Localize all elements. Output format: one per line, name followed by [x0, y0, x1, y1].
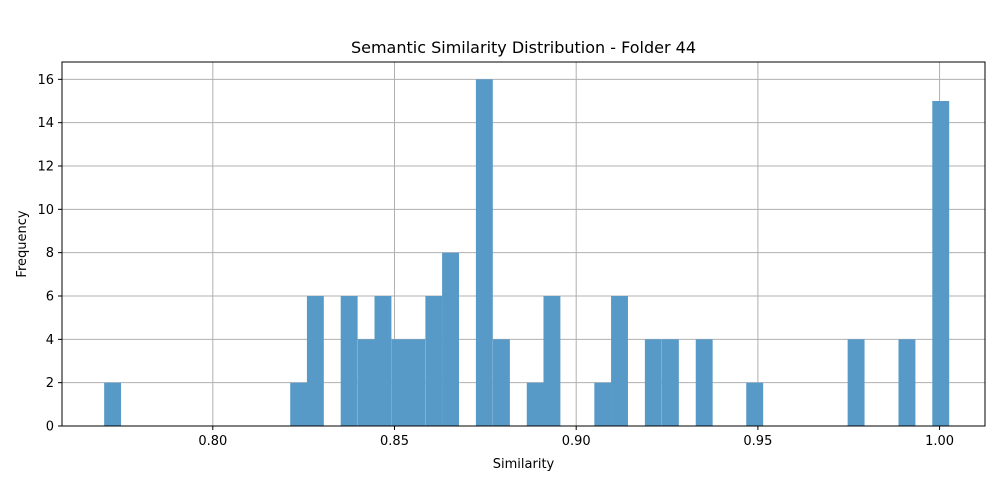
y-tick-label: 6: [46, 290, 54, 305]
y-axis-ticks: 0 2 4 6 8 10 12 14 16: [37, 73, 62, 435]
histogram-bar: [932, 101, 950, 426]
y-axis-label: Frequency: [15, 210, 30, 277]
histogram-bar: [442, 252, 459, 426]
histogram-bar: [526, 382, 544, 426]
histogram-bar: [661, 339, 679, 426]
x-tick-label: 0.85: [380, 434, 409, 449]
histogram-bar: [594, 382, 612, 426]
histogram-bar: [475, 79, 493, 426]
y-tick-label: 12: [37, 160, 54, 175]
histogram-bar: [898, 339, 916, 426]
histogram-bar: [695, 339, 713, 426]
x-axis-ticks: 0.80 0.85 0.90 0.95 1.00: [198, 426, 954, 449]
histogram-bar: [492, 339, 510, 426]
histogram-bar: [391, 339, 409, 426]
histogram-bar: [306, 296, 324, 426]
histogram-bar: [357, 339, 375, 426]
histogram-bar: [340, 296, 358, 426]
y-tick-label: 8: [46, 246, 54, 261]
histogram-bars: [104, 79, 950, 426]
histogram-bar: [425, 296, 443, 426]
x-tick-label: 0.90: [562, 434, 591, 449]
y-tick-label: 0: [46, 420, 54, 435]
histogram-bar: [543, 296, 561, 426]
histogram-bar: [847, 339, 865, 426]
plot-frame: [61, 61, 986, 427]
x-tick-label: 1.00: [925, 434, 954, 449]
y-tick-label: 2: [46, 376, 54, 391]
x-axis-label: Similarity: [493, 457, 555, 472]
grid-lines: [62, 62, 985, 427]
y-tick-label: 16: [37, 73, 54, 88]
histogram-bar: [104, 382, 122, 426]
y-tick-label: 14: [37, 116, 54, 131]
histogram-bar: [746, 382, 764, 426]
histogram-bar: [644, 339, 662, 426]
histogram-bar: [290, 382, 308, 426]
y-tick-label: 10: [37, 203, 54, 218]
chart-title: Semantic Similarity Distribution - Folde…: [351, 38, 696, 57]
histogram-bar: [408, 339, 426, 426]
x-tick-label: 0.95: [743, 434, 772, 449]
x-tick-label: 0.80: [198, 434, 227, 449]
histogram-bar: [374, 296, 392, 426]
y-tick-label: 4: [46, 333, 54, 348]
histogram-bar: [611, 296, 628, 426]
